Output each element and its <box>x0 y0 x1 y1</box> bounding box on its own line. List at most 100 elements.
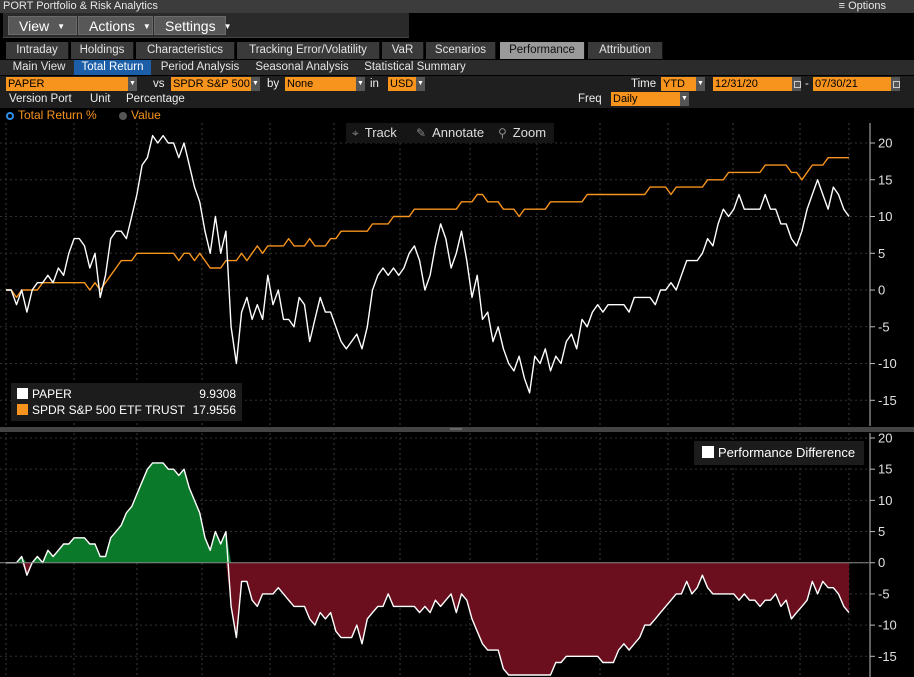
total-return-radio[interactable]: Total Return % <box>6 108 97 123</box>
caret-down-icon: ▼ <box>57 22 66 31</box>
tab-var[interactable]: VaR <box>382 42 424 59</box>
options-label: Options <box>848 0 886 12</box>
time-label: Time <box>631 78 657 90</box>
start-date-value: 12/31/20 <box>715 78 758 90</box>
chart-legend: PAPER 9.9308 SPDR S&P 500 ETF TRUST 17.955… <box>11 383 242 421</box>
legend-paper[interactable]: PAPER 9.9308 <box>17 387 239 402</box>
time-field[interactable]: YTD ▼ <box>661 77 705 91</box>
start-date-field[interactable]: 12/31/20 <box>713 77 801 91</box>
tab-characteristics[interactable]: Characteristics <box>136 42 235 59</box>
end-date-field[interactable]: 07/30/21 <box>813 77 891 91</box>
legend-benchmark[interactable]: SPDR S&P 500 ETF TRUST 17.9556 <box>17 403 239 418</box>
tab-attribution[interactable]: Attribution <box>588 42 663 59</box>
menu-bar: View ▼ Actions ▼ Settings ▼ <box>0 13 914 38</box>
date-separator: - <box>805 78 809 90</box>
y-tick-label: -10 <box>878 618 897 633</box>
settings-panel: PAPER ▼ vs SPDR S&P 500 ▼ by None ▼ in USD ▼… <box>0 76 914 108</box>
by-field[interactable]: None ▼ <box>285 77 365 91</box>
y-tick-label: 0 <box>878 283 885 298</box>
currency-value: USD <box>390 78 414 90</box>
y-tick-label: 5 <box>878 246 885 261</box>
legend-bench-value: 17.9556 <box>192 403 236 417</box>
upper-y-axis: 20 15 10 5 0 -5 -10 -15 <box>869 123 897 426</box>
caret-down-icon: ▼ <box>142 22 151 31</box>
value-radio[interactable]: Value <box>119 108 161 123</box>
value-label: Value <box>131 108 161 122</box>
annotate-tool[interactable]: ✎ Annotate <box>416 123 484 143</box>
window-titlebar: PORT Portfolio & Risk Analytics ≡ Options <box>0 0 914 13</box>
y-tick-label: 15 <box>878 462 892 477</box>
actions-menu-button[interactable]: Actions ▼ <box>78 16 153 35</box>
tab-scenarios[interactable]: Scenarios <box>426 42 496 59</box>
dropdown-arrow-icon: ▼ <box>128 77 137 91</box>
positive-difference-area <box>6 462 849 563</box>
track-tool[interactable]: ⌖ Track <box>352 123 397 143</box>
sub-tabs: Main View Total Return Period Analysis S… <box>0 60 914 75</box>
subtab-seasonal-analysis[interactable]: Seasonal Analysis <box>255 61 349 73</box>
track-label: Track <box>364 125 397 140</box>
difference-series-line <box>6 462 850 676</box>
legend-swatch <box>17 388 28 399</box>
unit-label: Unit <box>90 93 111 105</box>
crosshair-icon: ⌖ <box>352 126 359 140</box>
tab-performance[interactable]: Performance <box>500 42 585 59</box>
legend-swatch <box>17 404 28 415</box>
y-tick-label: 20 <box>878 136 892 151</box>
portfolio-value: PAPER <box>8 78 45 90</box>
lower-y-axis: 20 15 10 5 0 -5 -10 -15 <box>869 431 897 677</box>
subtab-total-return[interactable]: Total Return <box>74 60 151 75</box>
end-date-value: 07/30/21 <box>815 78 858 90</box>
view-mode-options: Total Return % Value <box>0 108 914 123</box>
portfolio-field[interactable]: PAPER ▼ <box>6 77 137 91</box>
lower-chart-series <box>0 462 869 676</box>
by-value: None <box>287 78 314 90</box>
dropdown-arrow-icon: ▼ <box>251 77 260 91</box>
upper-chart-series <box>6 134 850 394</box>
legend-bench-name: SPDR S&P 500 ETF TRUST <box>32 403 185 417</box>
time-value: YTD <box>663 78 685 90</box>
tab-tracking-error[interactable]: Tracking Error/Volatility <box>237 42 380 59</box>
freq-field[interactable]: Daily ▼ <box>611 92 689 106</box>
settings-menu-button[interactable]: Settings ▼ <box>154 16 232 35</box>
subtab-statistical-summary[interactable]: Statistical Summary <box>364 61 466 73</box>
hamburger-icon: ≡ <box>838 0 846 12</box>
options-menu[interactable]: ≡ Options <box>839 0 886 13</box>
difference-legend[interactable]: Performance Difference <box>694 441 864 465</box>
version-label: Version Port <box>9 93 72 105</box>
calendar-icon[interactable] <box>891 77 900 91</box>
tab-holdings[interactable]: Holdings <box>71 42 134 59</box>
freq-value: Daily <box>613 93 638 105</box>
chart-toolbar: ⌖ Track ✎ Annotate ⚲ Zoom <box>346 123 554 143</box>
benchmark-field[interactable]: SPDR S&P 500 ▼ <box>171 77 260 91</box>
performance-chart[interactable]: 20 15 10 5 0 -5 -10 -15 20 15 10 5 0 -5 -10 -15 <box>0 123 914 677</box>
legend-swatch <box>702 446 714 458</box>
y-tick-label: 10 <box>878 493 892 508</box>
benchmark-value: SPDR S&P 500 <box>173 78 250 90</box>
y-tick-label: -5 <box>878 586 890 601</box>
y-tick-label: -5 <box>878 319 890 334</box>
y-tick-label: 5 <box>878 524 885 539</box>
legend-paper-value: 9.9308 <box>199 387 236 401</box>
y-tick-label: 0 <box>878 555 885 570</box>
annotate-label: Annotate <box>432 125 485 140</box>
dropdown-arrow-icon: ▼ <box>680 92 689 106</box>
dropdown-arrow-icon: ▼ <box>416 77 425 91</box>
currency-field[interactable]: USD ▼ <box>388 77 425 91</box>
y-tick-label: -15 <box>878 393 897 408</box>
unit-value: Percentage <box>126 93 185 105</box>
subtab-main-view[interactable]: Main View <box>12 61 66 73</box>
vs-label: vs <box>153 78 165 90</box>
zoom-tool[interactable]: ⚲ Zoom <box>498 123 546 143</box>
benchmark-series-line <box>6 157 849 299</box>
y-tick-label: -15 <box>878 649 897 664</box>
negative-difference-area <box>6 562 849 675</box>
tab-intraday[interactable]: Intraday <box>6 42 69 59</box>
calendar-icon[interactable] <box>792 77 801 91</box>
zoom-label: Zoom <box>512 125 547 140</box>
subtab-period-analysis[interactable]: Period Analysis <box>160 61 240 73</box>
paper-series-line <box>6 134 850 394</box>
y-tick-label: 15 <box>878 172 892 187</box>
in-label: in <box>370 78 379 90</box>
menu-group: View ▼ Actions ▼ Settings ▼ <box>3 13 409 38</box>
view-menu-button[interactable]: View ▼ <box>8 16 77 35</box>
